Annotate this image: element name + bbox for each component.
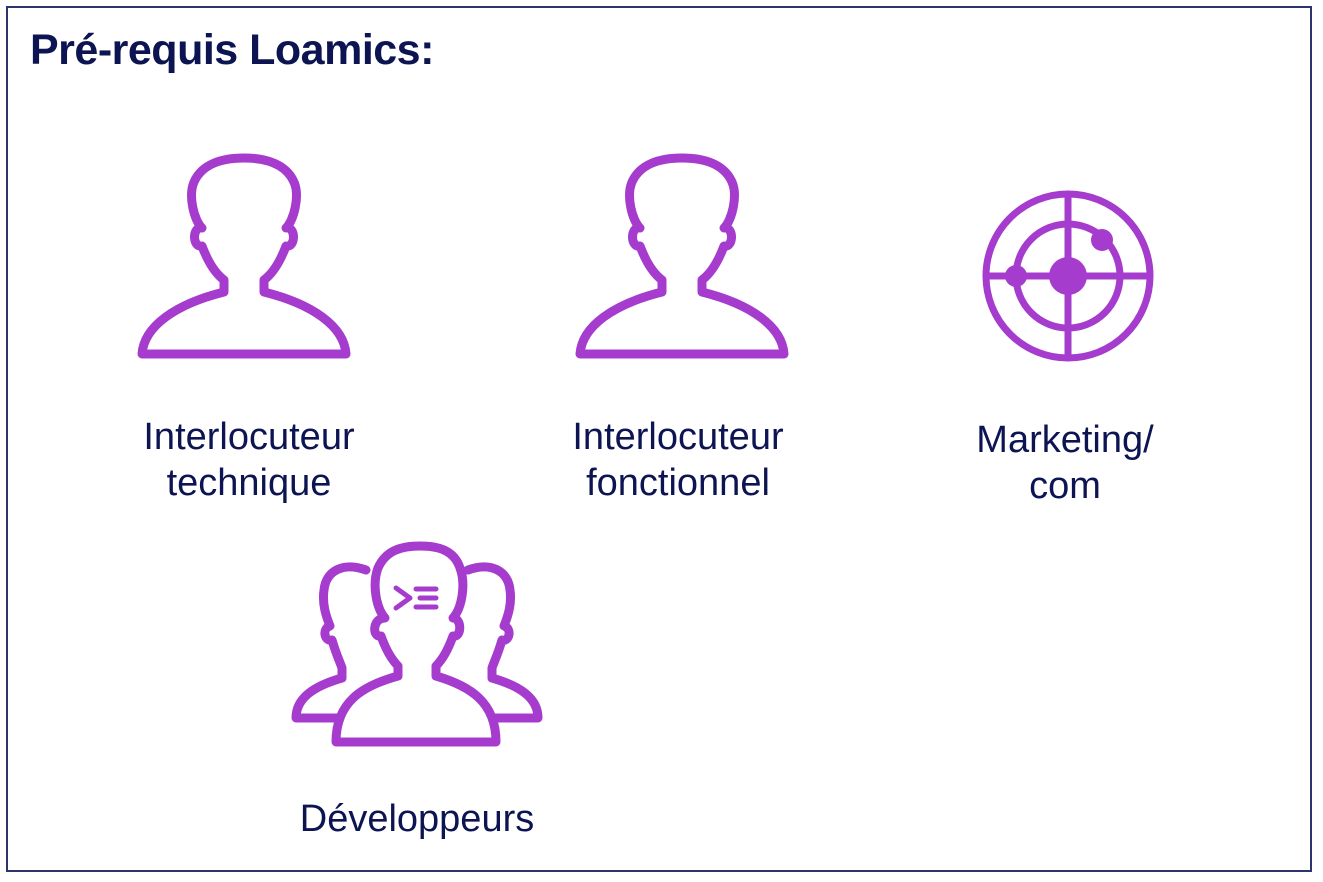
- role-label-line: Interlocuteur: [143, 416, 355, 458]
- role-label-line: Développeurs: [299, 798, 535, 840]
- role-label-line: fonctionnel: [586, 462, 770, 504]
- person-icon: [136, 153, 352, 362]
- prerequisites-panel: [6, 6, 1312, 872]
- radar-target-icon: [980, 188, 1156, 364]
- role-label-line: technique: [166, 462, 332, 504]
- developer-group-icon: [290, 541, 544, 748]
- role-label-developers: Développeurs: [280, 796, 554, 842]
- person-icon: [574, 153, 790, 362]
- role-label-marketing: Marketing/ com: [950, 417, 1180, 509]
- role-label-line: Interlocuteur: [572, 416, 784, 458]
- page-title: Pré-requis Loamics:: [30, 26, 434, 74]
- role-label-line: Marketing/: [976, 419, 1154, 461]
- role-label-line: com: [1029, 465, 1101, 507]
- role-label-technical: Interlocuteur technique: [124, 414, 374, 506]
- role-label-functional: Interlocuteur fonctionnel: [548, 414, 808, 506]
